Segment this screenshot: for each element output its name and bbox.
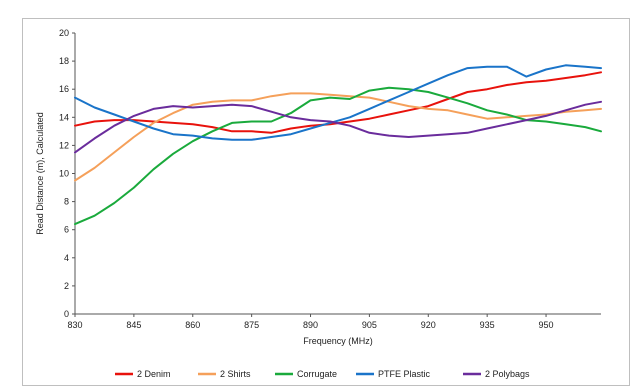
y-tick-label: 0	[64, 309, 69, 319]
x-tick-label: 890	[303, 320, 318, 330]
x-axis-label: Frequency (MHz)	[303, 336, 373, 346]
y-tick-label: 14	[59, 112, 69, 122]
legend-label-corrugate: Corrugate	[297, 369, 337, 379]
line-chart: 0 2 4 6 8 10 12 14 16 18 20 830 845 860 875 890 905 920 9…	[35, 28, 602, 379]
x-tick-label: 905	[362, 320, 377, 330]
y-tick-label: 6	[64, 225, 69, 235]
legend-label-ptfe-plastic: PTFE Plastic	[378, 369, 431, 379]
x-tick-label: 920	[421, 320, 436, 330]
series-line-2-shirts	[74, 92, 602, 182]
y-tick-label: 12	[59, 140, 69, 150]
y-tick-label: 10	[59, 169, 69, 179]
y-axis-label: Read Distance (m), Calculated	[35, 112, 45, 235]
legend-label-2-denim: 2 Denim	[137, 369, 171, 379]
x-tick-label: 875	[244, 320, 259, 330]
series-lines	[74, 64, 602, 226]
x-tick-label: 860	[185, 320, 200, 330]
series-line-2-polybags	[74, 100, 602, 154]
legend: 2 Denim 2 Shirts Corrugate PTFE Plastic 2 Po…	[115, 369, 530, 379]
series-line-corrugate	[74, 86, 602, 226]
legend-label-2-polybags: 2 Polybags	[485, 369, 530, 379]
y-tick-label: 4	[64, 253, 69, 263]
y-tick-label: 2	[64, 281, 69, 291]
x-axis-ticks: 830 845 860 875 890 905 920 935 950	[67, 314, 554, 330]
y-tick-label: 16	[59, 84, 69, 94]
y-tick-label: 20	[59, 28, 69, 38]
x-tick-label: 845	[126, 320, 141, 330]
y-axis-ticks: 0 2 4 6 8 10 12 14 16 18 20	[59, 28, 75, 319]
y-tick-label: 18	[59, 56, 69, 66]
x-tick-label: 935	[480, 320, 495, 330]
y-tick-label: 8	[64, 197, 69, 207]
chart-frame: 0 2 4 6 8 10 12 14 16 18 20 830 845 860 875 890 905 920 9…	[22, 18, 630, 386]
x-tick-label: 830	[67, 320, 82, 330]
legend-label-2-shirts: 2 Shirts	[220, 369, 251, 379]
x-tick-label: 950	[539, 320, 554, 330]
series-line-ptfe-plastic	[74, 64, 602, 141]
